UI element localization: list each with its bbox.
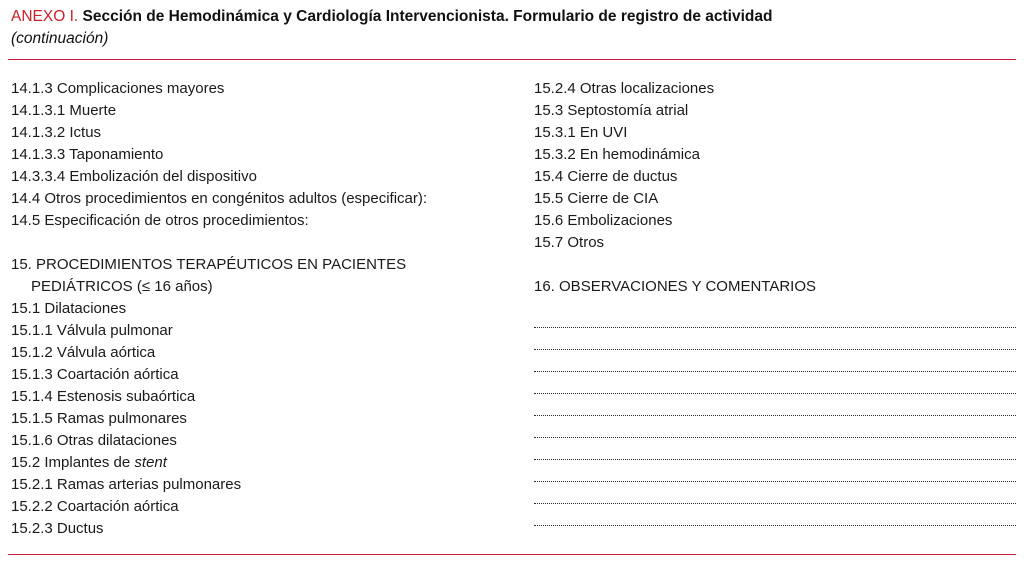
left-column-item-label: 15.2.1 Ramas arterias pulmonares [11,476,242,493]
left-column-item: 14.3.3.4 Embolización del dispositivo [11,166,521,188]
right-column-item: 15.7 Otros [534,232,1016,254]
left-column-item: 14.1.3.3 Taponamiento [11,144,521,166]
left-column-item: 15.2.1 Ramas arterias pulmonares [11,474,521,496]
right-column-item: 15.4 Cierre de ductus [534,166,1016,188]
left-column-item-label: 15.2.2 Coartación aórtica [11,498,179,515]
left-column-item: 15.2 Implantes de stent [11,452,521,474]
left-column-item-label: 15.1.5 Ramas pulmonares [11,410,187,427]
left-column-item-emphasis: stent [134,454,167,471]
right-column: 15.2.4 Otras localizaciones 15.3 Septosto… [534,78,1016,298]
left-column-item-label: 14.1.3.3 Taponamiento [11,146,164,163]
left-column-spacer [11,232,521,254]
left-column-item: 15.1.3 Coartación aórtica [11,364,521,386]
right-column-item-label: 15.2.4 Otras localizaciones [534,80,715,97]
left-column-item-label: 14.1.3 Complicaciones mayores [11,80,225,97]
right-column-item: 15.5 Cierre de CIA [534,188,1016,210]
left-column-item: 14.1.3.1 Muerte [11,100,521,122]
left-column-item: 15.2.2 Coartación aórtica [11,496,521,518]
left-column-item-label: 15.1.2 Válvula aórtica [11,344,156,361]
observations-fill-line[interactable] [534,378,1016,400]
left-column-item: 14.5 Especificación de otros procedimien… [11,210,521,232]
left-column-item-label: 15.1.3 Coartación aórtica [11,366,179,383]
left-column-item-label: 15.1.4 Estenosis subaórtica [11,388,196,405]
left-column-item-label: 14.4 Otros procedimientos en congénitos … [11,190,428,207]
left-column-item-label: 15.2.3 Ductus [11,520,104,537]
left-column-item: PEDIÁTRICOS (≤ 16 años) [11,276,521,298]
header-subtitle: (continuación) [11,30,109,47]
left-column-item-label: 15.1.6 Otras dilataciones [11,432,177,449]
left-column-item: 15.1.5 Ramas pulmonares [11,408,521,430]
left-column-item-label: 14.1.3.1 Muerte [11,102,117,119]
right-column-item-label: 15.6 Embolizaciones [534,212,673,229]
right-column-item: 15.3 Septostomía atrial [534,100,1016,122]
page-header: ANEXO I. Sección de Hemodinámica y Cardi… [11,6,1016,50]
observations-fill-lines [534,312,1016,532]
left-column-item: 15.1 Dilataciones [11,298,521,320]
left-column-item-label: 14.1.3.2 Ictus [11,124,102,141]
right-column-item: 15.3.1 En UVI [534,122,1016,144]
observations-fill-line[interactable] [534,488,1016,510]
left-column: 14.1.3 Complicaciones mayores 14.1.3.1 Mu… [11,78,521,540]
left-column-item-label: 14.3.3.4 Embolización del dispositivo [11,168,257,185]
left-column-item-label: 15.2 Implantes de [11,454,135,471]
header-title-line: ANEXO I. Sección de Hemodinámica y Cardi… [11,6,1016,28]
observations-fill-line[interactable] [534,422,1016,444]
left-column-item: 15.2.3 Ductus [11,518,521,540]
left-column-item: 14.1.3 Complicaciones mayores [11,78,521,100]
left-column-item: 15. PROCEDIMIENTOS TERAPÉUTICOS EN PACIE… [11,254,521,276]
right-column-item-label: 15.5 Cierre de CIA [534,190,659,207]
right-column-item: 15.3.2 En hemodinámica [534,144,1016,166]
right-column-item-label: 15.7 Otros [534,234,605,251]
anexo-label: ANEXO I. [11,8,79,25]
observations-fill-line[interactable] [534,510,1016,532]
right-column-spacer [534,254,1016,276]
right-column-item-label: 15.3 Septostomía atrial [534,102,689,119]
footer-divider-rule [8,554,1016,555]
left-column-item: 14.1.3.2 Ictus [11,122,521,144]
observations-fill-line[interactable] [534,356,1016,378]
header-divider-rule [8,59,1016,60]
left-column-item-label: 15.1.1 Válvula pulmonar [11,322,173,339]
right-column-item-label: 15.3.1 En UVI [534,124,628,141]
left-column-item: 14.4 Otros procedimientos en congénitos … [11,188,521,210]
observations-fill-line[interactable] [534,444,1016,466]
right-column-item: 15.6 Embolizaciones [534,210,1016,232]
left-column-item: 15.1.4 Estenosis subaórtica [11,386,521,408]
left-column-item: 15.1.1 Válvula pulmonar [11,320,521,342]
left-column-item-label: 14.5 Especificación de otros procedimien… [11,212,309,229]
left-column-item-label: PEDIÁTRICOS (≤ 16 años) [31,278,213,295]
right-column-item-label: 15.3.2 En hemodinámica [534,146,700,163]
left-column-item: 15.1.6 Otras dilataciones [11,430,521,452]
observations-fill-line[interactable] [534,312,1016,334]
observations-fill-line[interactable] [534,400,1016,422]
page-title: Sección de Hemodinámica y Cardiología In… [82,8,773,25]
right-column-item: 15.2.4 Otras localizaciones [534,78,1016,100]
observations-fill-line[interactable] [534,466,1016,488]
left-column-item-label: 15.1 Dilataciones [11,300,127,317]
left-column-item: 15.1.2 Válvula aórtica [11,342,521,364]
right-column-item: 16. OBSERVACIONES Y COMENTARIOS [534,276,1016,298]
left-column-item-label: 15. PROCEDIMIENTOS TERAPÉUTICOS EN PACIE… [11,256,407,273]
right-column-item-label: 16. OBSERVACIONES Y COMENTARIOS [534,278,817,295]
right-column-item-label: 15.4 Cierre de ductus [534,168,678,185]
observations-fill-line[interactable] [534,334,1016,356]
